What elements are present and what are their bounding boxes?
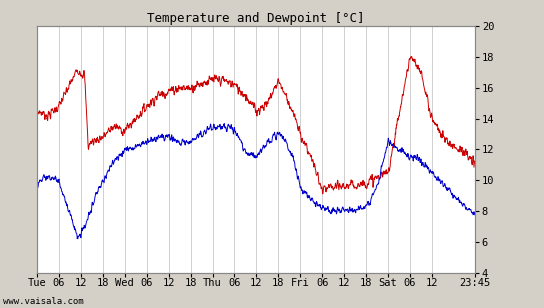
- Text: www.vaisala.com: www.vaisala.com: [3, 298, 83, 306]
- Title: Temperature and Dewpoint [°C]: Temperature and Dewpoint [°C]: [147, 12, 364, 25]
